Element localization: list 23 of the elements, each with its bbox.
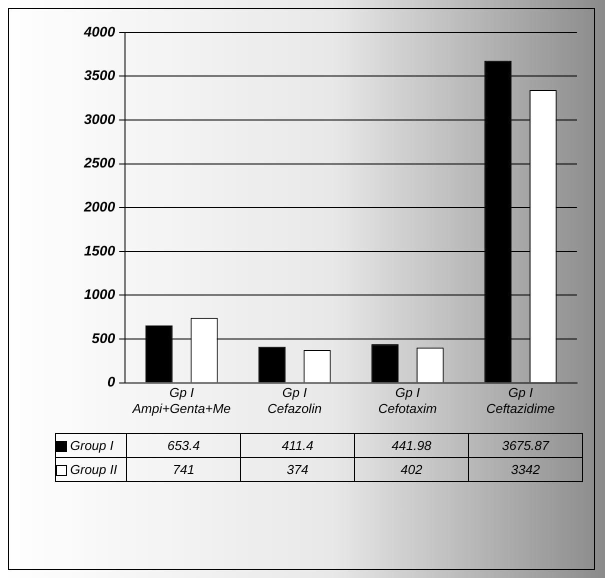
data-label: 441.98 (354, 433, 468, 458)
data-label: 3675.87 (468, 433, 582, 458)
x-tick-label: Gp I Cefazolin (267, 385, 322, 416)
legend-label: Group I (56, 433, 127, 458)
data-label: 374 (240, 457, 355, 482)
x-tick-label: Gp I Cefotaxim (378, 385, 437, 416)
data-label: 741 (126, 457, 241, 482)
y-tick-label: 3000 (84, 110, 116, 127)
y-tick-label: 500 (92, 330, 116, 346)
y-tick-label: 4000 (82, 23, 116, 40)
y-tick-label: 1000 (84, 286, 116, 302)
data-label: 3342 (468, 457, 582, 482)
y-tick-label: 1500 (84, 242, 116, 258)
y-tick-label: 2000 (82, 198, 116, 214)
y-tick-label: 3500 (84, 67, 116, 84)
x-tick-label: Gp I Ampi+Genta+Me (131, 385, 231, 416)
data-label: 411.4 (240, 433, 355, 458)
y-tick-label: 0 (107, 374, 116, 390)
x-tick-label: Gp I Ceftazidime (486, 385, 555, 416)
data-label: 653.4 (126, 433, 241, 458)
legend-label: Group II (56, 457, 127, 482)
data-label: 402 (354, 457, 468, 482)
y-tick-label: 2500 (82, 154, 116, 171)
